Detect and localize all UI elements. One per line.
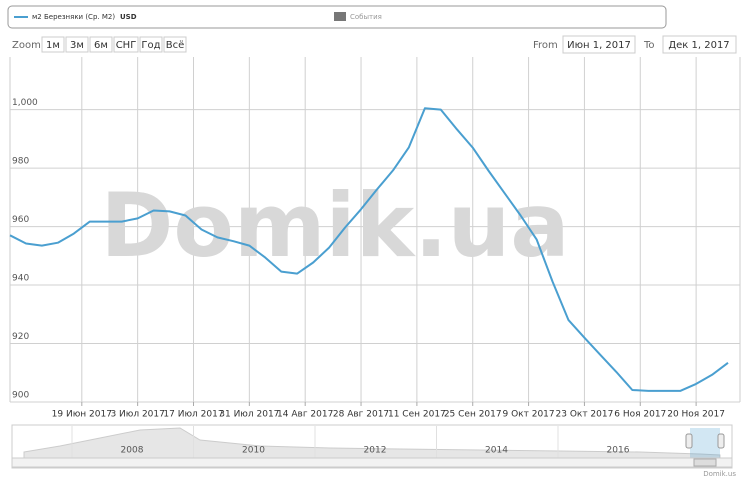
- to-input[interactable]: [662, 35, 737, 54]
- zoom-button-label[interactable]: 6м: [94, 40, 108, 51]
- x-tick-label: 31 Июл 2017: [219, 410, 279, 420]
- from-label: From: [533, 40, 558, 51]
- x-tick-label: 17 Июл 2017: [163, 410, 223, 420]
- x-tick-label: 3 Июл 2017: [110, 410, 164, 420]
- events-swatch: [334, 12, 346, 21]
- scrollbar[interactable]: [11, 457, 733, 468]
- navigator-year-label: 2008: [121, 446, 144, 456]
- navigator-handle[interactable]: [685, 433, 693, 449]
- to-label: To: [643, 40, 655, 51]
- scrollbar-thumb[interactable]: [693, 458, 717, 467]
- x-tick-label: 11 Сен 2017: [388, 410, 446, 420]
- zoom-label: Zoom: [12, 40, 41, 51]
- y-tick-label: 940: [12, 274, 29, 284]
- credit[interactable]: Domik.us: [703, 470, 736, 478]
- x-tick-label: 14 Авг 2017: [277, 410, 333, 420]
- zoom-button-label[interactable]: Всё: [166, 40, 185, 51]
- x-tick-label: 20 Ноя 2017: [667, 410, 725, 420]
- zoom-button[interactable]: [41, 36, 65, 53]
- y-tick-label: 960: [12, 215, 29, 225]
- x-tick-label: 28 Авг 2017: [333, 410, 389, 420]
- y-tick-label: 900: [12, 391, 29, 401]
- zoom-button[interactable]: [113, 36, 139, 53]
- zoom-button-label[interactable]: Год: [141, 40, 160, 51]
- y-tick-label: 980: [12, 157, 29, 167]
- navigator-window[interactable]: [690, 428, 720, 458]
- navigator-year-label: 2010: [242, 446, 265, 456]
- from-value[interactable]: Июн 1, 2017: [567, 40, 631, 51]
- navigator-handle[interactable]: [717, 433, 725, 449]
- zoom-button[interactable]: [65, 36, 89, 53]
- navigator-year-label: 2012: [364, 446, 387, 456]
- x-tick-label: 25 Сен 2017: [444, 410, 502, 420]
- x-tick-label: 9 Окт 2017: [503, 410, 555, 420]
- y-tick-label: 1,000: [12, 98, 38, 108]
- zoom-button[interactable]: [163, 36, 187, 53]
- x-tick-label: 19 Июн 2017: [52, 410, 112, 420]
- navigator-year-label: 2016: [607, 446, 630, 456]
- navigator-series: [23, 427, 721, 459]
- zoom-button-label[interactable]: СНГ: [116, 40, 137, 51]
- x-tick-label: 23 Окт 2017: [556, 410, 614, 420]
- y-tick-label: 920: [12, 332, 29, 342]
- legend-unit: USD: [120, 13, 137, 21]
- x-tick-label: 6 Ноя 2017: [614, 410, 666, 420]
- zoom-button-label[interactable]: 3м: [70, 40, 84, 51]
- watermark: Domik.ua: [100, 174, 569, 277]
- to-value[interactable]: Дек 1, 2017: [668, 40, 729, 51]
- zoom-button[interactable]: [139, 36, 163, 53]
- events-label[interactable]: События: [350, 13, 382, 21]
- legend-label[interactable]: м2 Березняки (Ср. М2): [32, 13, 115, 21]
- zoom-button-label[interactable]: 1м: [46, 40, 60, 51]
- from-input[interactable]: [562, 35, 636, 54]
- navigator-year-label: 2014: [485, 446, 508, 456]
- series-line: [9, 107, 729, 392]
- zoom-button[interactable]: [89, 36, 113, 53]
